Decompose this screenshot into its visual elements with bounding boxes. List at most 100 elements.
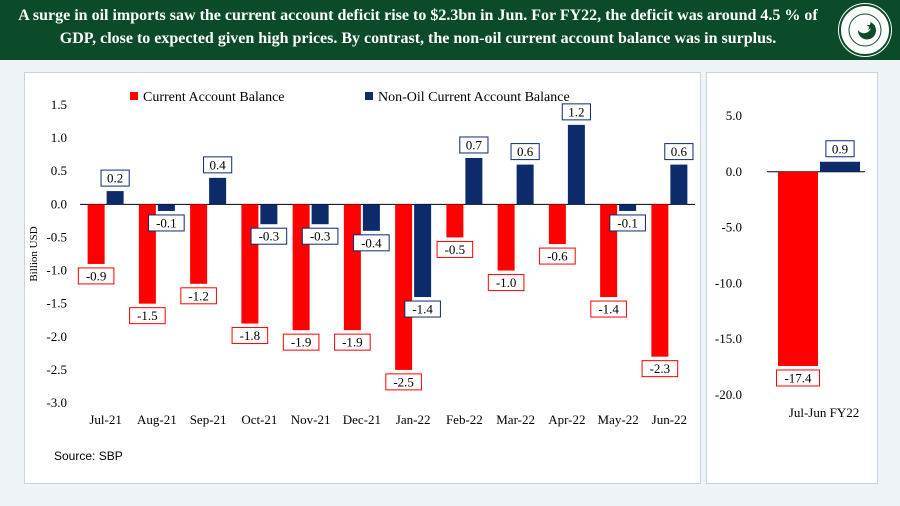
y-tick-label: -2.5 bbox=[46, 362, 67, 377]
data-label-current-account-box bbox=[641, 360, 679, 378]
bar-current-account-Nov-21 bbox=[292, 204, 310, 331]
x-tick-label: Apr-22 bbox=[548, 412, 585, 427]
data-label-current-account: -0.9 bbox=[86, 268, 107, 283]
x-tick-label: Jan-22 bbox=[396, 412, 431, 427]
data-label-non-oil-fy22: 0.9 bbox=[832, 141, 848, 156]
bar-current-account-Oct-21 bbox=[241, 204, 259, 324]
bar-non-oil-Dec-21 bbox=[362, 204, 380, 231]
data-label-current-account: -0.6 bbox=[547, 249, 568, 264]
bar-non-oil-Sep-21 bbox=[209, 177, 227, 205]
x-tick-label: Sep-21 bbox=[190, 412, 227, 427]
data-label-non-oil: -0.4 bbox=[361, 235, 382, 250]
data-label-non-oil: -0.3 bbox=[310, 229, 331, 244]
data-label-non-oil: -1.4 bbox=[412, 302, 433, 317]
y-axis-label: Billion USD bbox=[28, 226, 40, 281]
y-tick-label: -10.0 bbox=[715, 275, 742, 290]
annual-chart-panel: 5.0 0.0 -5.0 -10.0 -15.0 -20.0 -17.4 0.9 Jul-Jun… bbox=[706, 72, 878, 484]
state-bank-of-pakistan-logo bbox=[838, 3, 892, 57]
bar-current-account-Jul-21 bbox=[87, 204, 105, 264]
data-label-non-oil: 0.6 bbox=[517, 144, 534, 159]
data-label-non-oil: -0.1 bbox=[156, 215, 177, 230]
data-label-non-oil-box bbox=[609, 214, 646, 232]
data-label-current-account: -0.5 bbox=[445, 242, 466, 257]
data-label-current-account: -1.9 bbox=[291, 335, 312, 350]
x-tick-label: Dec-21 bbox=[343, 412, 381, 427]
page-title: A surge in oil imports saw the current a… bbox=[18, 7, 818, 47]
x-tick-label: Aug-21 bbox=[137, 412, 177, 427]
x-tick-label: Feb-22 bbox=[446, 412, 483, 427]
bar-non-oil-Jan-22 bbox=[414, 204, 432, 298]
data-label-current-account-box bbox=[129, 307, 166, 325]
data-label-current-account-box bbox=[77, 267, 115, 285]
bar-non-oil-Jun-22 bbox=[670, 164, 688, 205]
data-label-non-oil-box bbox=[301, 227, 339, 245]
data-label-current-account-box bbox=[487, 274, 525, 292]
monthly-bar-chart: 1.5 1.0 0.5 0.0 -0.5 -1.0 -1.5 -2.0 -2.5 -3.0 Bill… bbox=[28, 90, 695, 427]
source-note: Source: SBP bbox=[54, 449, 123, 463]
y-tick-label: 1.5 bbox=[51, 97, 67, 112]
bar-current-account-Apr-22 bbox=[548, 204, 566, 245]
data-label-non-oil-box bbox=[510, 143, 540, 161]
bar-current-account-Dec-21 bbox=[343, 204, 361, 331]
data-label-current-account: -1.9 bbox=[342, 335, 363, 350]
x-tick-label: Nov-21 bbox=[291, 412, 331, 427]
data-label-current-account-fy22-box bbox=[776, 369, 820, 387]
legend-label-1: Non-Oil Current Account Balance bbox=[378, 90, 570, 105]
bar-current-account-Jun-22 bbox=[651, 204, 669, 357]
bar-non-oil-Oct-21 bbox=[260, 204, 278, 225]
monthly-chart-panel: 1.5 1.0 0.5 0.0 -0.5 -1.0 -1.5 -2.0 -2.5 -3.0 Bill… bbox=[24, 72, 701, 484]
data-label-current-account-box bbox=[334, 333, 371, 351]
data-label-current-account-box bbox=[590, 300, 627, 318]
y-tick-label: 5.0 bbox=[726, 108, 742, 123]
x-tick-label: Mar-22 bbox=[496, 412, 535, 427]
legend-swatch-0 bbox=[130, 92, 138, 100]
bar-non-oil-fy22 bbox=[820, 161, 860, 172]
data-label-current-account-box bbox=[180, 287, 217, 305]
data-label-non-oil-box bbox=[148, 214, 185, 232]
x-tick-label: Jul-Jun FY22 bbox=[789, 405, 859, 420]
data-label-non-oil: 1.2 bbox=[568, 104, 584, 119]
bar-current-account-Mar-22 bbox=[497, 204, 515, 271]
bar-current-account-Sep-21 bbox=[190, 204, 208, 284]
y-tick-label: -5.0 bbox=[721, 220, 742, 235]
bar-non-oil-Jul-21 bbox=[106, 191, 124, 205]
data-label-non-oil: 0.4 bbox=[210, 157, 227, 172]
data-label-non-oil-box bbox=[404, 300, 441, 318]
data-label-current-account: -1.4 bbox=[598, 302, 619, 317]
data-label-non-oil: 0.2 bbox=[107, 171, 123, 186]
logo-emblem-icon bbox=[839, 4, 891, 56]
data-label-current-account-box bbox=[539, 247, 576, 265]
data-label-current-account: -2.5 bbox=[393, 374, 414, 389]
bar-non-oil-Aug-21 bbox=[157, 204, 175, 211]
data-label-current-account-fy22: -17.4 bbox=[784, 370, 812, 385]
bar-non-oil-Apr-22 bbox=[567, 124, 585, 205]
y-tick-label: 1.0 bbox=[51, 130, 67, 145]
annual-bar-chart: 5.0 0.0 -5.0 -10.0 -15.0 -20.0 -17.4 0.9 Jul-Jun… bbox=[715, 108, 865, 420]
legend-swatch-1 bbox=[365, 92, 373, 100]
data-label-non-oil: 0.6 bbox=[671, 144, 688, 159]
data-label-non-oil-box bbox=[353, 234, 390, 252]
data-label-non-oil-box bbox=[459, 136, 489, 154]
y-tick-label: -0.5 bbox=[46, 229, 67, 244]
y-tick-label: 0.5 bbox=[51, 163, 67, 178]
data-label-non-oil: -0.1 bbox=[617, 215, 638, 230]
data-label-non-oil: -0.3 bbox=[259, 229, 280, 244]
y-tick-label: 0.0 bbox=[51, 196, 67, 211]
x-tick-label: Oct-21 bbox=[241, 412, 277, 427]
data-label-non-oil: 0.7 bbox=[466, 137, 483, 152]
bar-current-account-Jan-22 bbox=[395, 204, 413, 370]
y-tick-label: -2.0 bbox=[46, 329, 67, 344]
bar-non-oil-Feb-22 bbox=[465, 157, 483, 205]
data-label-current-account: -1.8 bbox=[240, 328, 261, 343]
data-label-non-oil-box bbox=[250, 227, 288, 245]
data-label-non-oil-box bbox=[100, 169, 130, 187]
header-banner: A surge in oil imports saw the current a… bbox=[0, 0, 900, 60]
bar-current-account-fy22 bbox=[778, 171, 818, 366]
data-label-non-oil-box bbox=[664, 143, 694, 161]
data-label-current-account: -1.5 bbox=[137, 308, 158, 323]
data-label-current-account-box bbox=[282, 333, 320, 351]
bar-non-oil-Mar-22 bbox=[516, 164, 534, 205]
data-label-non-oil-box bbox=[203, 156, 233, 174]
data-label-current-account: -2.3 bbox=[650, 361, 671, 376]
bar-current-account-Feb-22 bbox=[446, 204, 464, 238]
